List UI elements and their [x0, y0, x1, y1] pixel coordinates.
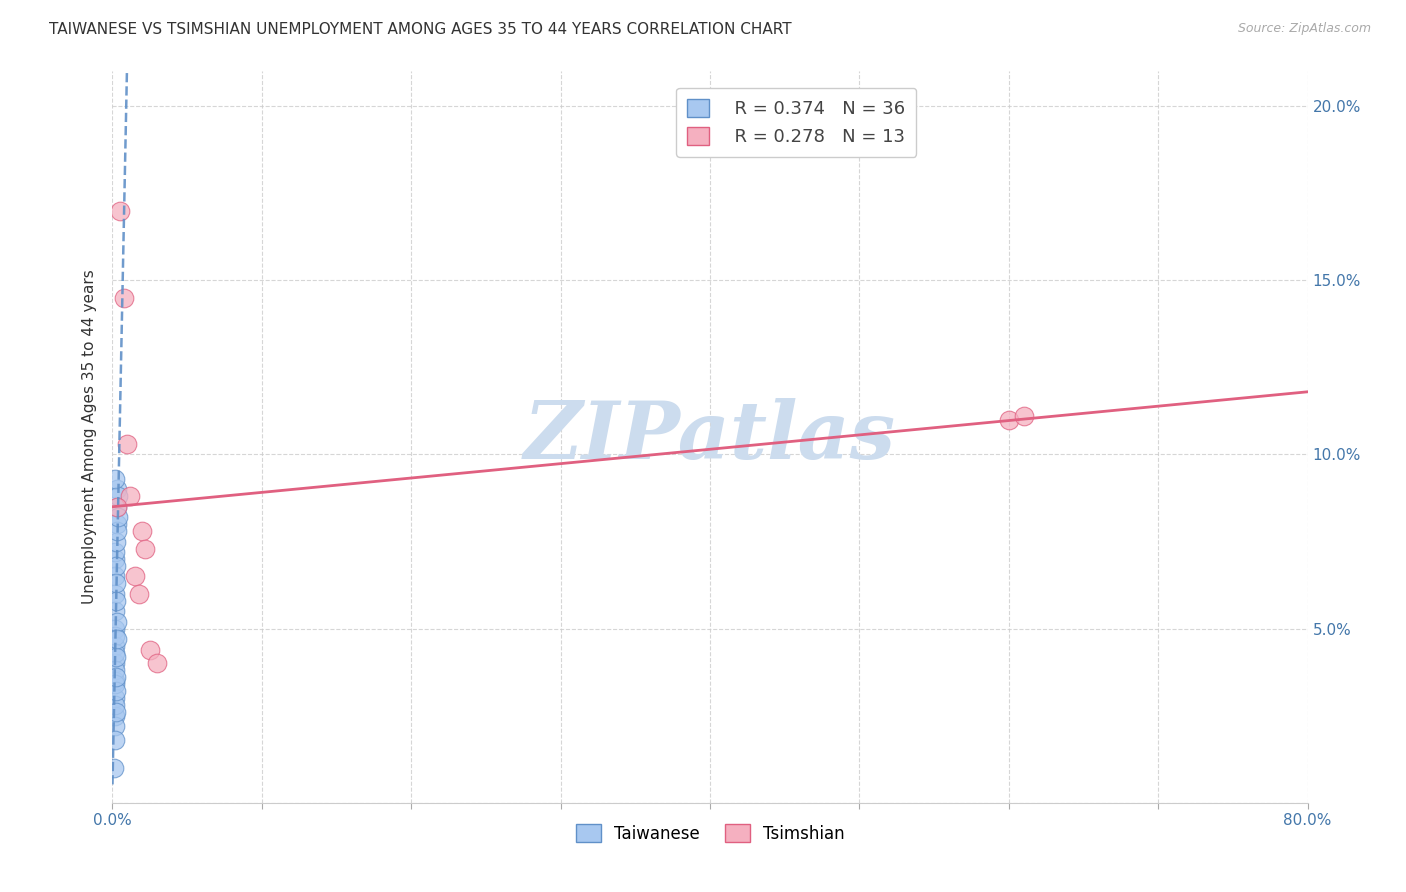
Point: [104, 552, 127, 566]
Point: [104, 569, 127, 583]
Point: [105, 483, 128, 497]
Point: [104, 587, 127, 601]
Point: [105, 517, 128, 532]
Point: [104, 646, 127, 660]
Point: [104, 677, 127, 691]
Point: [104, 604, 127, 618]
Point: [104, 719, 127, 733]
Point: [104, 622, 127, 636]
Point: [104, 684, 127, 698]
Point: [104, 733, 127, 747]
Point: [104, 691, 127, 706]
Point: [104, 545, 127, 559]
Text: TAIWANESE VS TSIMSHIAN UNEMPLOYMENT AMONG AGES 35 TO 44 YEARS CORRELATION CHART: TAIWANESE VS TSIMSHIAN UNEMPLOYMENT AMON…: [49, 22, 792, 37]
Point: [103, 761, 125, 775]
Point: [104, 639, 127, 653]
Point: [107, 510, 129, 524]
Point: [120, 489, 142, 503]
Point: [104, 664, 127, 678]
Point: [108, 203, 131, 218]
Point: [105, 632, 128, 646]
Point: [105, 534, 128, 549]
Point: [134, 541, 156, 556]
Point: [131, 524, 153, 538]
Point: [104, 558, 127, 573]
Point: [117, 437, 139, 451]
Point: [105, 615, 128, 629]
Point: [104, 673, 127, 688]
Point: [104, 657, 127, 671]
Point: [105, 500, 128, 514]
Legend: Taiwanese, Tsimshian: Taiwanese, Tsimshian: [569, 818, 851, 849]
Point: [104, 698, 127, 713]
Point: [139, 642, 162, 657]
Point: [998, 412, 1021, 426]
Point: [107, 489, 129, 503]
Point: [1012, 409, 1035, 424]
Point: [105, 670, 128, 684]
Point: [104, 629, 127, 643]
Point: [104, 708, 127, 723]
Point: [105, 649, 128, 664]
Point: [105, 500, 128, 514]
Point: [105, 705, 128, 719]
Text: ZIPatlas: ZIPatlas: [524, 399, 896, 475]
Point: [128, 587, 150, 601]
Point: [146, 657, 169, 671]
Point: [105, 524, 128, 538]
Point: [104, 472, 127, 486]
Point: [104, 576, 127, 591]
Text: Source: ZipAtlas.com: Source: ZipAtlas.com: [1237, 22, 1371, 36]
Point: [104, 594, 127, 608]
Point: [114, 291, 135, 305]
Y-axis label: Unemployment Among Ages 35 to 44 years: Unemployment Among Ages 35 to 44 years: [82, 269, 97, 605]
Point: [124, 569, 146, 583]
